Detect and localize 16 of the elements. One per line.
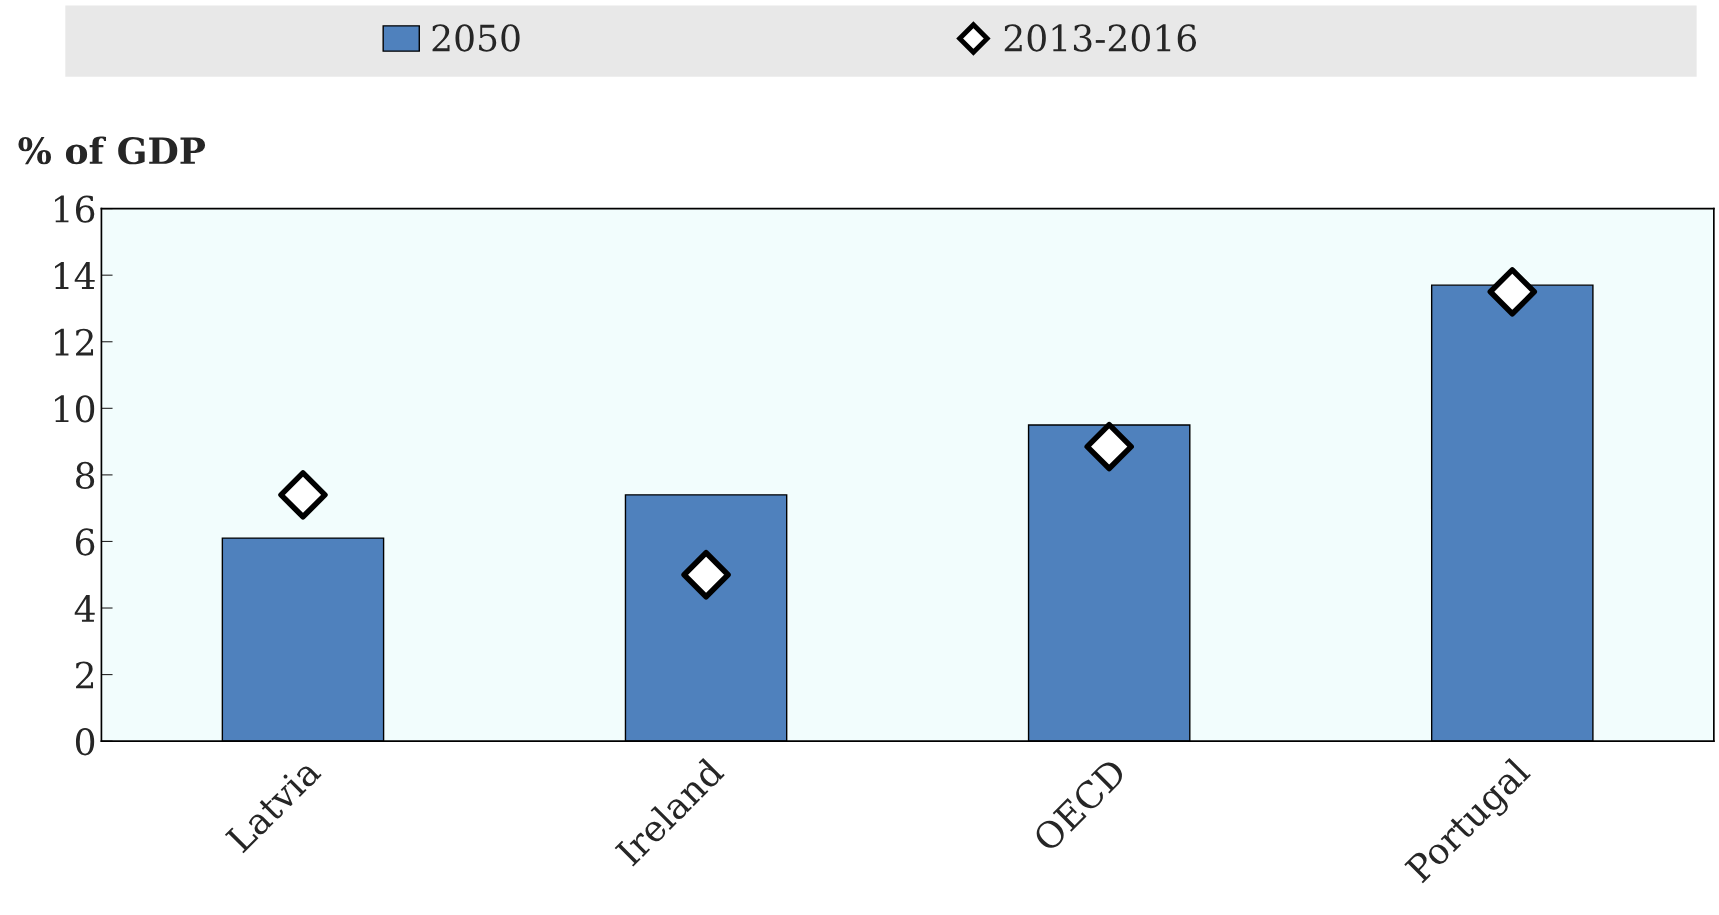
point bbox=[1487, 267, 1538, 317]
legend-label: 2050 bbox=[432, 24, 520, 52]
point bbox=[681, 549, 731, 600]
point bbox=[1084, 421, 1134, 472]
y-tick-label: 2 bbox=[76, 661, 94, 689]
y-tick-label: 6 bbox=[76, 528, 95, 556]
y-tick-label: 4 bbox=[74, 594, 95, 622]
y-tick-label: 8 bbox=[76, 461, 95, 490]
y-tick-label: 14 bbox=[55, 262, 95, 289]
y-axis-title: % of GDP bbox=[18, 136, 206, 165]
legend-label: 2013-2016 bbox=[1004, 24, 1197, 52]
point bbox=[278, 470, 328, 520]
y-tick-label: 0 bbox=[75, 728, 95, 756]
y-tick-label: 12 bbox=[55, 328, 94, 356]
y-tick-label: 10 bbox=[55, 395, 95, 423]
y-tick-label: 16 bbox=[55, 195, 95, 223]
